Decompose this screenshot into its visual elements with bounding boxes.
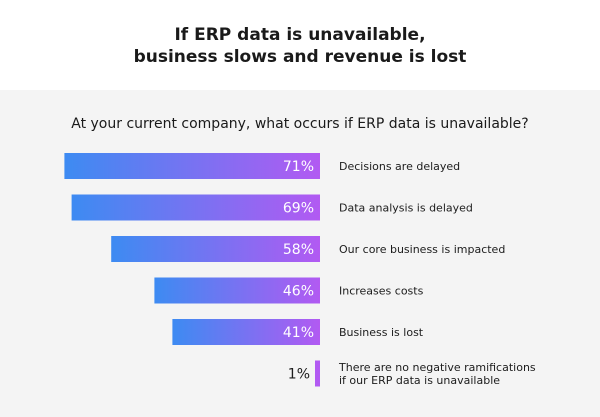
category-label: Data analysis is delayed (339, 202, 473, 215)
bar-row: 46% Increases costs (154, 277, 424, 304)
bar-value-label: 41% (283, 325, 314, 341)
bar (71, 194, 320, 221)
title-line-2: business slows and revenue is lost (133, 47, 467, 67)
bar-value-label: 71% (283, 159, 314, 175)
bar-row: 69% Data analysis is delayed (71, 194, 473, 221)
bar-row: 71% Decisions are delayed (64, 153, 460, 179)
bar (64, 153, 321, 179)
category-label: There are no negative ramifications if ou… (338, 361, 536, 387)
bar-row: 58% Our core business is impacted (111, 236, 505, 262)
bar (111, 236, 320, 262)
survey-question: At your current company, what occurs if … (71, 116, 529, 132)
bar (154, 277, 320, 304)
category-label: Business is lost (339, 326, 424, 339)
bar-value-label: 46% (283, 284, 314, 300)
bar-value-label: 69% (283, 201, 314, 217)
chart-title: If ERP data is unavailable, business slo… (0, 24, 600, 68)
bar (172, 319, 320, 345)
chart-header: If ERP data is unavailable, business slo… (0, 0, 600, 90)
title-line-1: If ERP data is unavailable, (174, 25, 426, 45)
category-label: Our core business is impacted (339, 243, 505, 256)
category-label: Decisions are delayed (339, 160, 460, 173)
bar-row: 1% There are no negative ramifications if … (288, 360, 536, 387)
bar-row: 41% Business is lost (172, 319, 424, 345)
category-label: Increases costs (339, 285, 424, 298)
bar-value-label: 1% (288, 367, 310, 383)
bar-value-label: 58% (283, 242, 314, 258)
bar (315, 360, 320, 387)
